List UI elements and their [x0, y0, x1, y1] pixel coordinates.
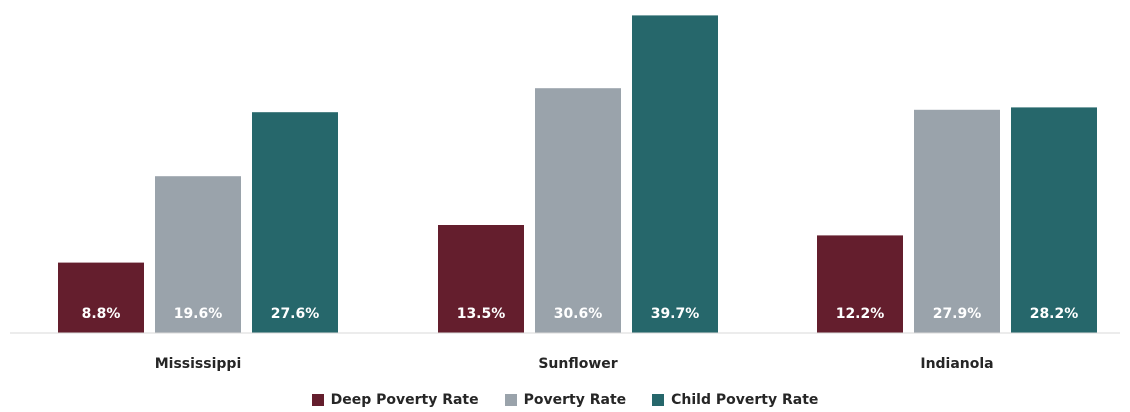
legend-item-poverty: Poverty Rate [504, 392, 627, 408]
category-labels-layer: Mississippi Sunflower Indianola [155, 356, 994, 372]
bar-indianola-deep-poverty-rate [817, 235, 903, 333]
poverty-rate-bar-chart: 8.8% 19.6% 27.6% 13.5% 30.6% 39.7% 12.2% 27.9% 2… [10, 15, 1120, 372]
value-label-sunflower-child-poverty-rate: 39.7% [651, 306, 700, 322]
legend-label-deep-poverty: Deep Poverty Rate [330, 392, 479, 408]
value-label-indianola-deep-poverty-rate: 12.2% [836, 306, 885, 322]
legend-item-deep-poverty: Deep Poverty Rate [311, 392, 479, 408]
value-label-sunflower-poverty-rate: 30.6% [554, 306, 603, 322]
bar-sunflower-poverty-rate [535, 88, 621, 333]
value-label-mississippi-child-poverty-rate: 27.6% [271, 306, 320, 322]
bar-sunflower-child-poverty-rate [632, 15, 718, 334]
category-label-mississippi: Mississippi [155, 356, 242, 372]
category-label-sunflower: Sunflower [538, 356, 617, 372]
value-label-indianola-poverty-rate: 27.9% [933, 306, 982, 322]
legend-swatch-deep-poverty [311, 394, 324, 406]
bar-mississippi-deep-poverty-rate [58, 262, 144, 333]
value-labels-layer: 8.8% 19.6% 27.6% 13.5% 30.6% 39.7% 12.2% 27.9% 2… [82, 306, 1079, 322]
legend-swatch-poverty [504, 394, 517, 406]
legend-label-poverty: Poverty Rate [523, 392, 627, 408]
bar-indianola-poverty-rate [914, 109, 1000, 333]
bar-sunflower-deep-poverty-rate [438, 225, 524, 333]
value-label-sunflower-deep-poverty-rate: 13.5% [457, 306, 506, 322]
value-label-mississippi-poverty-rate: 19.6% [174, 306, 223, 322]
bar-indianola-child-poverty-rate [1011, 107, 1097, 334]
legend-item-child-poverty: Child Poverty Rate [652, 392, 818, 408]
legend-label-child-poverty: Child Poverty Rate [671, 392, 819, 408]
bar-mississippi-child-poverty-rate [252, 112, 338, 333]
value-label-mississippi-deep-poverty-rate: 8.8% [82, 306, 121, 322]
bars-layer [58, 15, 1097, 334]
bar-mississippi-poverty-rate [155, 176, 241, 333]
legend-swatch-child-poverty [652, 394, 665, 406]
value-label-indianola-child-poverty-rate: 28.2% [1030, 306, 1079, 322]
category-label-indianola: Indianola [920, 356, 993, 372]
legend: Deep Poverty Rate Poverty Rate Child Pov… [0, 388, 1130, 412]
